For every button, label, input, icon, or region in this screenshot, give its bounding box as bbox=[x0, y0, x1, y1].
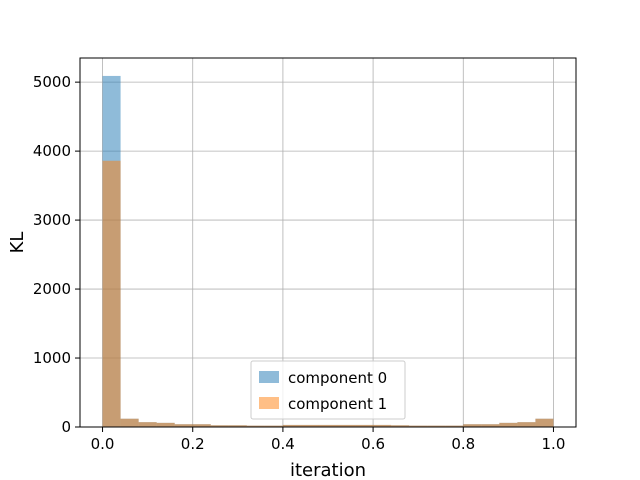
bar-component-1 bbox=[409, 425, 428, 427]
y-tick-label: 2000 bbox=[33, 280, 71, 298]
x-tick-label: 1.0 bbox=[542, 435, 566, 453]
bar-component-1 bbox=[228, 425, 247, 427]
x-tick-label: 0.4 bbox=[271, 435, 295, 453]
bar-component-1 bbox=[120, 418, 139, 427]
y-tick-label: 0 bbox=[61, 418, 71, 436]
legend-swatch-component-1 bbox=[259, 397, 279, 409]
y-tick-label: 4000 bbox=[33, 142, 71, 160]
x-tick-label: 0.6 bbox=[361, 435, 385, 453]
bar-component-1 bbox=[535, 418, 554, 427]
y-tick-label: 3000 bbox=[33, 211, 71, 229]
x-tick-label: 0.2 bbox=[181, 435, 205, 453]
plot-frame bbox=[79, 57, 577, 428]
bar-component-1 bbox=[481, 424, 500, 427]
legend-box bbox=[250, 360, 406, 420]
bar-component-1 bbox=[192, 424, 211, 427]
y-tick-label: 1000 bbox=[33, 349, 71, 367]
bar-component-1 bbox=[373, 424, 392, 427]
y-tick-label: 5000 bbox=[33, 73, 71, 91]
bar-component-1 bbox=[300, 424, 319, 427]
bar-component-1 bbox=[246, 425, 265, 427]
bar-component-1 bbox=[355, 424, 374, 427]
legend-label-component-1: component 1 bbox=[288, 395, 387, 413]
bar-component-1 bbox=[102, 160, 121, 427]
y-axis-label: KL bbox=[7, 232, 28, 254]
legend-label-component-0: component 0 bbox=[288, 369, 387, 387]
x-tick-label: 0.8 bbox=[451, 435, 475, 453]
bar-component-1 bbox=[282, 424, 301, 427]
histogram-bars bbox=[102, 75, 554, 427]
bar-component-1 bbox=[427, 425, 446, 427]
bar-component-1 bbox=[138, 422, 157, 427]
axis-ticks: 0.0 0.2 0.4 0.6 0.8 1.0 0 1000 2000 3000 4000 5000 bbox=[33, 73, 566, 453]
bar-component-1 bbox=[463, 424, 482, 427]
bar-component-1 bbox=[174, 424, 193, 427]
bar-component-1 bbox=[264, 425, 283, 427]
bar-component-1 bbox=[445, 425, 464, 427]
bar-component-1 bbox=[318, 424, 338, 427]
legend: component 0 component 1 bbox=[250, 360, 406, 420]
bar-component-1 bbox=[391, 425, 410, 427]
bar-component-1 bbox=[517, 422, 536, 427]
bar-component-1 bbox=[210, 425, 229, 427]
x-axis-label: iteration bbox=[290, 460, 366, 480]
bar-component-1 bbox=[156, 422, 175, 427]
legend-swatch-component-0 bbox=[259, 371, 279, 383]
bar-component-1 bbox=[499, 422, 518, 427]
x-tick-label: 0.0 bbox=[91, 435, 115, 453]
bar-component-1 bbox=[337, 424, 356, 427]
